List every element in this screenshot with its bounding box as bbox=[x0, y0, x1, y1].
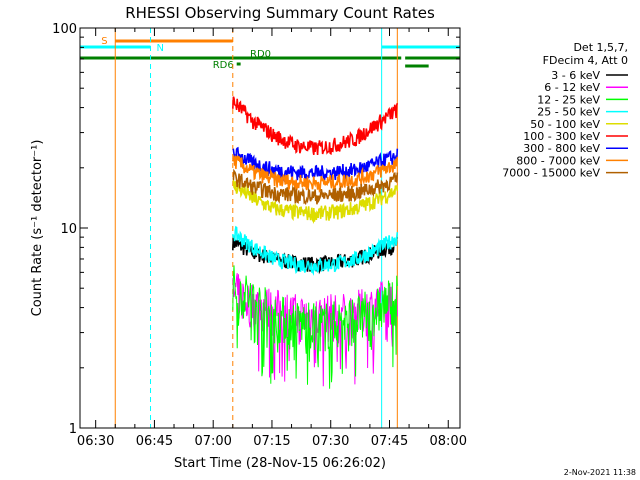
series-line bbox=[232, 155, 399, 194]
x-tick-label: 08:00 bbox=[430, 434, 467, 449]
legend-entry-label: 3 - 6 keV bbox=[551, 69, 600, 82]
legend-entry-label: 12 - 25 keV bbox=[537, 93, 600, 106]
legend-entry-label: 300 - 800 keV bbox=[523, 142, 600, 155]
legend-entry-label: 100 - 300 keV bbox=[523, 130, 600, 143]
annotation-bars: S N RD0 RD6 bbox=[80, 36, 460, 71]
x-tick-label: 07:15 bbox=[253, 434, 290, 449]
legend-entry-label: 6 - 12 keV bbox=[544, 81, 600, 94]
y-tick-label: 10 bbox=[60, 222, 77, 237]
series-line bbox=[232, 168, 399, 206]
chart-title: RHESSI Observing Summary Count Rates bbox=[125, 4, 435, 22]
series-line bbox=[232, 265, 398, 389]
x-tick-label: 07:30 bbox=[312, 434, 349, 449]
x-axis-label: Start Time (28-Nov-15 06:26:02) bbox=[174, 456, 386, 471]
legend-header: Det 1,5,7, bbox=[573, 41, 628, 54]
series-line bbox=[232, 179, 399, 225]
x-tick-label: 07:45 bbox=[371, 434, 408, 449]
series-line bbox=[232, 225, 399, 276]
legend-entry-label: 7000 - 15000 keV bbox=[502, 167, 600, 180]
legend-entry-label: 800 - 7000 keV bbox=[516, 154, 600, 167]
data-series bbox=[232, 96, 399, 389]
y-tick-label: 100 bbox=[52, 22, 77, 37]
series-line bbox=[232, 146, 399, 183]
annotation-label: RD6 bbox=[213, 60, 234, 71]
annotation-label: RD0 bbox=[250, 49, 271, 60]
y-axis-label: Count Rate (s⁻¹ detector⁻¹) bbox=[30, 140, 45, 317]
legend-header: FDecim 4, Att 0 bbox=[543, 54, 628, 67]
legend-entry-label: 25 - 50 keV bbox=[537, 106, 600, 119]
annotation-label: S bbox=[101, 36, 107, 47]
x-tick-label: 06:45 bbox=[136, 434, 173, 449]
y-tick-label: 1 bbox=[69, 422, 77, 437]
axes: 06:30 06:45 07:00 07:15 07:30 07:45 08:00 1 10 10… bbox=[52, 22, 467, 449]
legend-entry-label: 50 - 100 keV bbox=[530, 118, 600, 131]
x-tick-label: 06:30 bbox=[77, 434, 114, 449]
annotation-label: N bbox=[157, 43, 164, 54]
x-tick-label: 07:00 bbox=[194, 434, 231, 449]
timestamp: 2-Nov-2021 11:38 bbox=[564, 468, 636, 477]
series-line bbox=[232, 96, 399, 156]
